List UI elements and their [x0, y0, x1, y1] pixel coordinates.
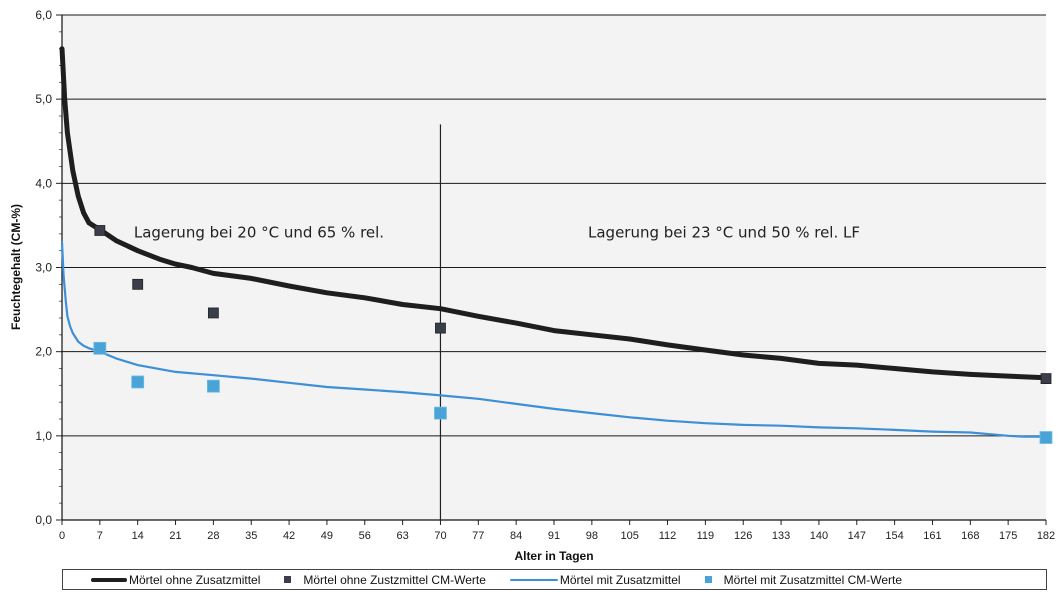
- y-tick-label: 4,0: [35, 176, 52, 190]
- legend-item-mit-line: Mörtel mit Zusatzmittel: [509, 572, 681, 587]
- y-axis-title: Feuchtegehalt (CM-%): [9, 204, 23, 330]
- x-tick-label: 175: [999, 530, 1017, 542]
- legend-label: Mörtel mit Zusatzmittel: [559, 572, 681, 587]
- x-tick-label: 112: [659, 530, 677, 542]
- data-point-ohne-cm: [94, 225, 106, 236]
- x-tick-label: 28: [207, 530, 219, 542]
- series-group: [59, 46, 1053, 444]
- legend-item-mit-points: Mörtel mit Zusatzmittel CM-Werte: [704, 572, 903, 587]
- x-tick-label: 140: [810, 530, 828, 542]
- data-point-ohne-cm: [132, 278, 144, 290]
- data-point-ohne-cm: [1040, 373, 1052, 385]
- data-point-mit-cm: [206, 379, 220, 393]
- legend: Mörtel ohne Zusatzmittel Mörtel ohne Zus…: [62, 569, 1047, 590]
- x-tick-label: 105: [621, 530, 639, 542]
- legend-swatch-mit-points: [704, 576, 712, 583]
- x-tick-label: 7: [97, 530, 103, 542]
- x-tick-label: 42: [283, 530, 295, 542]
- x-tick-label: 0: [59, 530, 65, 542]
- x-tick-label: 63: [396, 530, 408, 542]
- x-tick-labels: 0 7 14 21 28 35 42 49 56 63 70 77 84 91 98 105 112 119 126…: [59, 530, 1055, 542]
- data-point-mit-cm: [434, 406, 447, 420]
- x-tick-label: 168: [961, 530, 979, 542]
- x-tick-label: 126: [734, 530, 752, 542]
- y-tick-label: 3,0: [35, 261, 52, 275]
- y-tick-labels: 0,0 1,0 2,0 3,0 4,0 5,0 6,0: [35, 8, 52, 527]
- data-point-mit-cm: [93, 341, 107, 355]
- x-tick-label: 84: [510, 530, 522, 542]
- x-tick-label: 154: [885, 530, 903, 542]
- storage-condition-annotation: Lagerung bei 20 °C und 65 % rel.: [134, 223, 384, 241]
- x-tick-label: 49: [321, 530, 333, 542]
- x-tick-label: 77: [472, 530, 484, 542]
- x-tick-label: 70: [434, 530, 446, 542]
- data-point-ohne-cm: [207, 307, 219, 319]
- x-tick-label: 35: [245, 530, 257, 542]
- x-tick-label: 133: [772, 530, 790, 542]
- data-point-mit-cm: [1039, 431, 1053, 444]
- x-tick-label: 56: [359, 530, 371, 542]
- x-tick-label: 161: [923, 530, 941, 542]
- legend-label: Mörtel mit Zusatzmittel CM-Werte: [723, 572, 903, 587]
- series-line-ohne-zusatzmittel: [59, 46, 1049, 381]
- x-axis-title: Alter in Tagen: [514, 549, 593, 563]
- storage-condition-annotation: Lagerung bei 23 °C und 50 % rel. LF: [588, 223, 860, 241]
- y-tick-label: 6,0: [35, 8, 52, 22]
- annotations: Lagerung bei 20 °C und 65 % rel. Lagerung…: [134, 223, 860, 241]
- y-tick-label: 5,0: [35, 92, 52, 106]
- y-tick-label: 2,0: [35, 345, 52, 359]
- data-point-mit-cm: [131, 375, 145, 389]
- y-tick-label: 1,0: [35, 429, 52, 443]
- axes: [56, 14, 1047, 525]
- legend-item-ohne-line: Mörtel ohne Zusatzmittel: [91, 573, 260, 587]
- legend-item-ohne-points: Mörtel ohne Zustzmittel CM-Werte: [284, 573, 486, 587]
- x-tick-label: 147: [848, 530, 866, 542]
- legend-swatch-ohne-line: [91, 577, 127, 582]
- series-line-mit-zusatzmittel: [60, 241, 1048, 438]
- gridlines: [62, 14, 1046, 437]
- legend-label: Mörtel ohne Zustzmittel CM-Werte: [303, 572, 486, 587]
- legend-swatch-ohne-points: [284, 576, 292, 583]
- x-tick-label: 182: [1037, 530, 1055, 542]
- data-point-ohne-cm: [435, 322, 446, 334]
- x-tick-label: 91: [548, 530, 560, 542]
- y-tick-label: 0,0: [35, 513, 52, 527]
- x-tick-label: 119: [697, 530, 715, 542]
- x-tick-label: 98: [586, 530, 598, 542]
- x-tick-label: 14: [132, 530, 144, 542]
- x-tick-label: 21: [169, 530, 181, 542]
- legend-label: Mörtel ohne Zusatzmittel: [129, 572, 261, 587]
- legend-swatch-mit-line: [509, 578, 558, 581]
